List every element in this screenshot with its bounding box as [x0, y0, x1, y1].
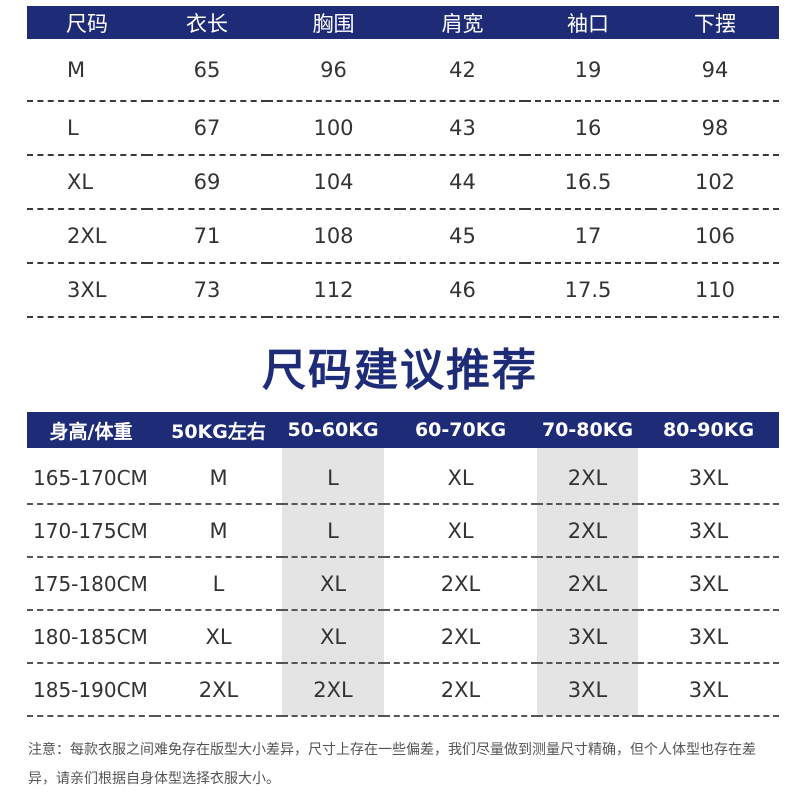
table-cell: L: [155, 557, 282, 611]
table-cell: 106: [651, 209, 779, 264]
table-cell: 3XL: [638, 663, 779, 717]
height-range: 170-175CM: [27, 504, 155, 558]
table-row: 2XL 71 108 45 17 106: [27, 209, 779, 264]
table-row: M 65 96 42 19 94: [27, 39, 779, 102]
table-cell: XL: [155, 610, 282, 664]
table-cell: 2XL: [537, 557, 638, 611]
table-cell: 94: [651, 39, 779, 102]
table-cell: M: [155, 504, 282, 558]
table-cell: 96: [267, 39, 400, 102]
table-cell: 3XL: [537, 610, 638, 664]
size-label: M: [27, 39, 147, 102]
size-chart-header: 肩宽: [400, 6, 525, 39]
table-cell: 43: [400, 101, 525, 156]
recommendation-header: 80-90KG: [638, 412, 779, 448]
table-row: 3XL 73 112 46 17.5 110: [27, 263, 779, 318]
table-row: XL 69 104 44 16.5 102: [27, 155, 779, 210]
table-cell: 100: [267, 101, 400, 156]
table-cell: 67: [147, 101, 267, 156]
table-cell: 44: [400, 155, 525, 210]
recommendation-header: 70-80KG: [537, 412, 638, 448]
table-cell: 71: [147, 209, 267, 264]
size-chart-header: 尺码: [27, 6, 147, 39]
table-row: 175-180CM L XL 2XL 2XL 3XL: [27, 557, 779, 611]
size-chart-table: 尺码 衣长 胸围 肩宽 袖口 下摆 M 65 96 42 19 94 L 67 …: [27, 6, 779, 318]
size-label: XL: [27, 155, 147, 210]
table-cell: 2XL: [155, 663, 282, 717]
table-cell: XL: [282, 610, 384, 664]
table-cell: L: [282, 504, 384, 558]
table-cell: 45: [400, 209, 525, 264]
size-label: 2XL: [27, 209, 147, 264]
table-row: L 67 100 43 16 98: [27, 101, 779, 156]
table-cell: 46: [400, 263, 525, 318]
sizing-note: 注意：每款衣服之间难免存在版型大小差异，尺寸上存在一些偏差，我们尽量做到测量尺寸…: [28, 742, 756, 787]
table-cell: 2XL: [384, 610, 537, 664]
size-chart-header: 袖口: [525, 6, 651, 39]
table-cell: L: [282, 448, 384, 505]
size-chart-header-row: 尺码 衣长 胸围 肩宽 袖口 下摆: [27, 6, 779, 39]
recommendation-header-row: 身高/体重 50KG左右 50-60KG 60-70KG 70-80KG 80-…: [27, 412, 779, 448]
table-row: 185-190CM 2XL 2XL 2XL 3XL 3XL: [27, 663, 779, 717]
table-cell: 2XL: [282, 663, 384, 717]
table-cell: 19: [525, 39, 651, 102]
recommendation-title: 尺码建议推荐: [262, 345, 538, 396]
table-row: 170-175CM M L XL 2XL 3XL: [27, 504, 779, 558]
table-cell: 3XL: [638, 557, 779, 611]
table-cell: 104: [267, 155, 400, 210]
table-cell: 3XL: [638, 610, 779, 664]
size-chart-header: 衣长: [147, 6, 267, 39]
table-cell: 69: [147, 155, 267, 210]
table-cell: 112: [267, 263, 400, 318]
size-chart-header: 胸围: [267, 6, 400, 39]
table-cell: 3XL: [638, 448, 779, 505]
table-cell: 2XL: [384, 663, 537, 717]
table-cell: 110: [651, 263, 779, 318]
table-cell: 17.5: [525, 263, 651, 318]
table-cell: 2XL: [537, 504, 638, 558]
table-cell: 73: [147, 263, 267, 318]
size-recommendation-table: 身高/体重 50KG左右 50-60KG 60-70KG 70-80KG 80-…: [27, 412, 779, 717]
table-cell: XL: [384, 504, 537, 558]
height-range: 185-190CM: [27, 663, 155, 717]
table-cell: 3XL: [638, 504, 779, 558]
recommendation-header: 身高/体重: [27, 412, 155, 448]
height-range: 175-180CM: [27, 557, 155, 611]
table-cell: 2XL: [537, 448, 638, 505]
table-row: 180-185CM XL XL 2XL 3XL 3XL: [27, 610, 779, 664]
table-cell: 102: [651, 155, 779, 210]
table-cell: 65: [147, 39, 267, 102]
table-cell: 2XL: [384, 557, 537, 611]
recommendation-header: 50KG左右: [155, 412, 282, 448]
table-cell: 108: [267, 209, 400, 264]
table-row: 165-170CM M L XL 2XL 3XL: [27, 448, 779, 505]
table-cell: 16: [525, 101, 651, 156]
table-cell: 3XL: [537, 663, 638, 717]
table-cell: XL: [282, 557, 384, 611]
size-chart-header: 下摆: [651, 6, 779, 39]
size-label: L: [27, 101, 147, 156]
recommendation-header: 50-60KG: [282, 412, 384, 448]
table-cell: 16.5: [525, 155, 651, 210]
table-cell: 98: [651, 101, 779, 156]
height-range: 180-185CM: [27, 610, 155, 664]
table-cell: 42: [400, 39, 525, 102]
table-cell: 17: [525, 209, 651, 264]
size-label: 3XL: [27, 263, 147, 318]
recommendation-header: 60-70KG: [384, 412, 537, 448]
table-cell: XL: [384, 448, 537, 505]
table-cell: M: [155, 448, 282, 505]
height-range: 165-170CM: [27, 448, 155, 505]
